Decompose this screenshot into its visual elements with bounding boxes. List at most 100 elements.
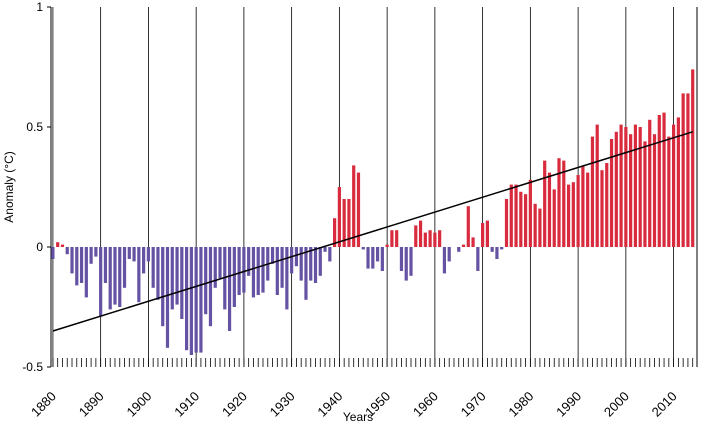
x-tick-label: 2000 [601,389,632,420]
bar [652,134,657,247]
bar [595,124,599,247]
x-tick-label: 2010 [649,389,680,420]
bar [624,127,628,247]
bar [170,247,174,310]
bar [352,165,356,247]
x-tick-label: 1910 [171,389,202,420]
bar [294,247,299,267]
bar [414,225,418,247]
bar [562,160,566,247]
bar [337,187,341,247]
bar [342,199,346,247]
bar [566,184,571,247]
bar [676,117,680,248]
bar [519,191,523,247]
bar [146,247,151,262]
bar [309,247,313,281]
bar [442,247,447,274]
bar [404,247,408,281]
bar [691,69,695,248]
bar [132,247,136,262]
bar [261,247,265,293]
bar [361,247,365,250]
bar [433,232,437,247]
bar [113,247,117,305]
bar [485,220,489,247]
trend-line [52,131,693,332]
bar [409,247,413,276]
bar [538,208,542,247]
bar [438,230,442,247]
bar [428,230,432,247]
bar [194,247,198,353]
bar [127,247,131,259]
bar [504,199,509,247]
bar [399,247,404,271]
bar [514,184,518,247]
x-tick-label: 1880 [28,389,59,420]
bar [581,165,585,247]
bar [457,247,461,252]
bar [285,247,289,310]
bar [242,247,246,293]
bar [328,247,332,262]
bar [84,247,88,298]
x-tick-label: 1920 [219,389,250,420]
bar [686,93,690,248]
bar [290,247,294,274]
bar [600,170,604,247]
x-tick-label: 1930 [267,389,298,420]
bar [227,247,232,331]
bar [165,247,170,348]
bar [356,172,361,247]
bar [161,247,165,327]
bar [481,223,485,247]
bar [60,244,65,247]
bar [490,247,494,252]
bar [323,247,327,252]
bar [175,247,179,305]
bar [528,179,532,247]
bar [619,124,623,247]
bar [142,247,146,274]
bar [466,206,470,247]
y-axis-title: Anomaly (°C) [2,151,16,222]
y-tick-label: -0.5 [22,360,43,374]
bar [609,139,614,247]
bar [543,160,547,247]
bar [605,163,609,247]
bar [99,247,103,317]
x-tick-label: 1980 [505,389,536,420]
bar [280,247,284,288]
bar [108,247,112,310]
bar [471,237,475,247]
bar [638,127,642,247]
bar [65,247,69,255]
bar [218,247,222,279]
bar [667,136,671,247]
bar [304,247,308,300]
x-tick-label: 1900 [123,389,154,420]
bar [648,119,652,247]
bar [476,247,480,271]
bar [662,112,666,247]
bar [657,115,661,247]
bar [151,247,155,288]
bar [184,247,189,351]
x-tick-label: 1960 [410,389,441,420]
x-tick-label: 1940 [314,389,345,420]
bar [299,247,303,281]
bar [189,247,193,355]
x-tick-label: 1950 [362,389,393,420]
bar [89,247,93,264]
bar [180,247,184,319]
x-axis-title: Years [343,410,373,424]
bar [500,247,504,250]
bar [51,247,55,259]
bar [533,203,537,247]
bar [672,124,676,247]
bar [523,194,528,247]
y-tick-label: 0 [36,240,43,254]
bar [237,247,241,295]
bar [199,247,203,353]
